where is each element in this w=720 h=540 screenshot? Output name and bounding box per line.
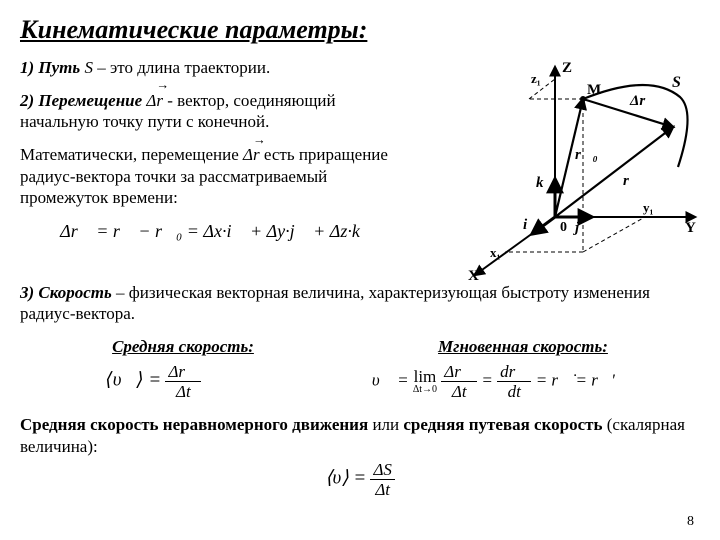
svg-text:0: 0 — [560, 220, 567, 235]
svg-text:r⃗: r⃗ — [623, 173, 641, 189]
item-1: 1) Путь S – это длина траектории. — [20, 57, 414, 78]
inst-frac1: Δr⃗ Δt — [441, 363, 477, 400]
inst-rhs: = r⃗̇ = r⃗ʹ — [536, 371, 615, 390]
item-3: 3) Скорость – физическая векторная велич… — [20, 282, 700, 325]
path-lhs: ⟨υ⟩ = — [325, 467, 366, 488]
f1-den: Δt — [449, 382, 470, 400]
top-row: 1) Путь S – это длина траектории. 2) Пер… — [20, 57, 700, 282]
avg-lhs: ⟨υ⃗⟩ = — [105, 370, 161, 391]
speed-subheads: Средняя скорость: Мгновенная скорость: — [20, 336, 700, 357]
para1-dr: Δr — [243, 145, 260, 164]
avg-frac: Δr⃗ Δt — [165, 363, 201, 400]
svg-text:M: M — [587, 82, 601, 98]
item3-lead: 3) Скорость — [20, 283, 112, 302]
item1-lead: 1) Путь — [20, 58, 80, 77]
lim-bot: Δt→0 — [413, 385, 437, 395]
subhead-avg: Средняя скорость: — [112, 336, 254, 357]
path-den: Δt — [372, 480, 393, 498]
bottom-mid: или — [368, 415, 403, 434]
speed-equations: ⟨υ⃗⟩ = Δr⃗ Δt υ⃗ = lim Δt→0 Δr⃗ Δt = dr⃗… — [20, 363, 700, 400]
svg-text:S: S — [672, 74, 681, 91]
svg-text:y₁: y₁ — [643, 200, 654, 215]
path-frac: ΔS Δt — [370, 461, 394, 498]
f1-num: Δr⃗ — [441, 363, 477, 382]
item-2: 2) Перемещение Δr - вектор, соединяющий … — [20, 90, 414, 133]
inst-lim: lim Δt→0 — [413, 368, 437, 395]
figure: Z Y X z₁ y₁ x₁ M S 0 k⃗ j⃗ i⃗ r⃗₀ r⃗ Δr⃗ — [420, 57, 700, 282]
eq-delta-r: Δr⃗ = r⃗ − r⃗₀ = Δx·i⃗ + Δy·j⃗ + Δz·k⃗ — [20, 220, 414, 243]
para-math: Математически, перемещение Δr есть прира… — [20, 144, 414, 208]
item2-lead: 2) Перемещение — [20, 91, 146, 110]
avg-den: Δt — [173, 382, 194, 400]
inst-frac2: dr⃗ dt — [497, 363, 531, 400]
bottom-para: Средняя скорость неравномерного движения… — [20, 414, 700, 457]
para1-a: Математически, перемещение — [20, 145, 243, 164]
bottom-b2: средняя путевая скорость — [403, 415, 602, 434]
eq-sign1: = — [481, 371, 497, 390]
eq-inst-speed: υ⃗ = lim Δt→0 Δr⃗ Δt = dr⃗ dt = r⃗̇ = r⃗… — [372, 363, 615, 400]
page-title: Кинематические параметры: — [20, 14, 700, 47]
f2-num: dr⃗ — [497, 363, 531, 382]
item1-sym: S — [80, 58, 97, 77]
svg-text:x₁: x₁ — [490, 245, 501, 260]
path-num: ΔS — [370, 461, 394, 480]
inst-lhs: υ⃗ = — [372, 371, 413, 390]
svg-text:z₁: z₁ — [531, 71, 541, 86]
svg-text:Z: Z — [562, 60, 572, 76]
eq-path-speed: ⟨υ⟩ = ΔS Δt — [20, 461, 700, 498]
eq-avg-speed: ⟨υ⃗⟩ = Δr⃗ Δt — [105, 363, 201, 400]
svg-text:j⃗: j⃗ — [573, 220, 591, 236]
svg-text:Δr⃗: Δr⃗ — [629, 93, 657, 109]
coord-diagram: Z Y X z₁ y₁ x₁ M S 0 k⃗ j⃗ i⃗ r⃗₀ r⃗ Δr⃗ — [420, 57, 700, 282]
f2-den: dt — [505, 382, 524, 400]
svg-text:Y: Y — [685, 220, 696, 236]
svg-text:k⃗: k⃗ — [536, 175, 555, 191]
svg-text:i⃗: i⃗ — [523, 217, 539, 233]
text-column: 1) Путь S – это длина траектории. 2) Пер… — [20, 57, 414, 282]
subhead-inst: Мгновенная скорость: — [438, 336, 608, 357]
page-number: 8 — [687, 513, 694, 531]
item2-dr: Δr — [146, 91, 163, 110]
lim-top: lim — [414, 368, 437, 385]
bottom-b1: Средняя скорость неравномерного движения — [20, 415, 368, 434]
avg-num: Δr⃗ — [165, 363, 201, 382]
item3-rest: – физическая векторная величина, характе… — [20, 283, 650, 323]
svg-text:X: X — [468, 268, 479, 282]
item1-rest: – это длина траектории. — [97, 58, 270, 77]
svg-text:r⃗₀: r⃗₀ — [575, 147, 598, 163]
